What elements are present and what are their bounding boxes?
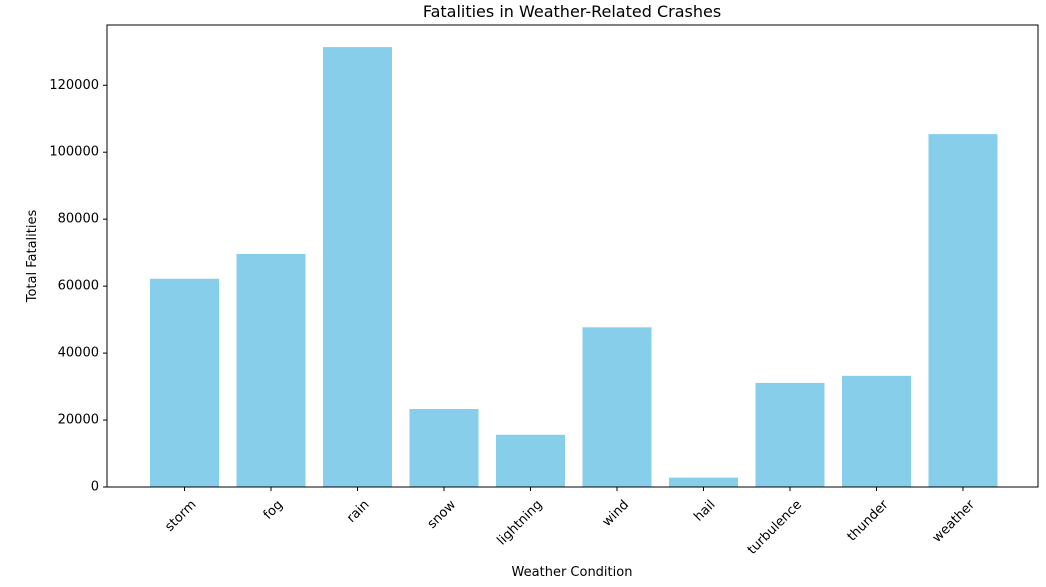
x-axis-label: Weather Condition xyxy=(512,565,633,580)
y-tick-label-80000: 80000 xyxy=(58,212,99,227)
x-tick-label-thunder: thunder xyxy=(845,497,892,544)
bar-turbulence xyxy=(755,382,825,487)
y-tick-label-100000: 100000 xyxy=(49,145,99,160)
y-tick-label-40000: 40000 xyxy=(58,346,99,361)
x-tick-label-turbulence: turbulence xyxy=(745,497,805,557)
bar-lightning xyxy=(496,434,565,487)
y-tick-label-0: 0 xyxy=(91,480,99,495)
bar-thunder xyxy=(842,375,911,487)
bar-rain xyxy=(323,47,392,488)
x-axis: storm fog rain snow lightning wind hail turbule… xyxy=(162,487,979,558)
bar-weather xyxy=(928,134,998,487)
x-tick-label-storm: storm xyxy=(162,497,199,534)
y-tick-label-60000: 60000 xyxy=(58,279,99,294)
x-tick-label-snow: snow xyxy=(425,497,460,532)
x-tick-label-weather: weather xyxy=(930,497,979,546)
y-tick-label-120000: 120000 xyxy=(49,78,99,93)
bars-group xyxy=(150,47,998,488)
bar-hail xyxy=(669,477,738,487)
chart-title: Fatalities in Weather-Related Crashes xyxy=(423,2,721,21)
y-axis-label: Total Fatalities xyxy=(25,210,40,304)
x-tick-label-hail: hail xyxy=(691,497,718,524)
y-tick-label-20000: 20000 xyxy=(58,413,99,428)
bar-fog xyxy=(236,253,306,487)
bar-storm xyxy=(150,278,219,487)
bar-wind xyxy=(582,327,652,487)
plot-frame xyxy=(106,24,1039,488)
x-tick-label-fog: fog xyxy=(261,497,286,522)
y-axis: 0 20000 40000 60000 80000 100000 120000 xyxy=(49,78,107,495)
bar-snow xyxy=(409,408,479,487)
x-tick-label-lightning: lightning xyxy=(495,497,546,548)
x-tick-label-wind: wind xyxy=(600,497,632,529)
x-tick-label-rain: rain xyxy=(344,497,372,525)
